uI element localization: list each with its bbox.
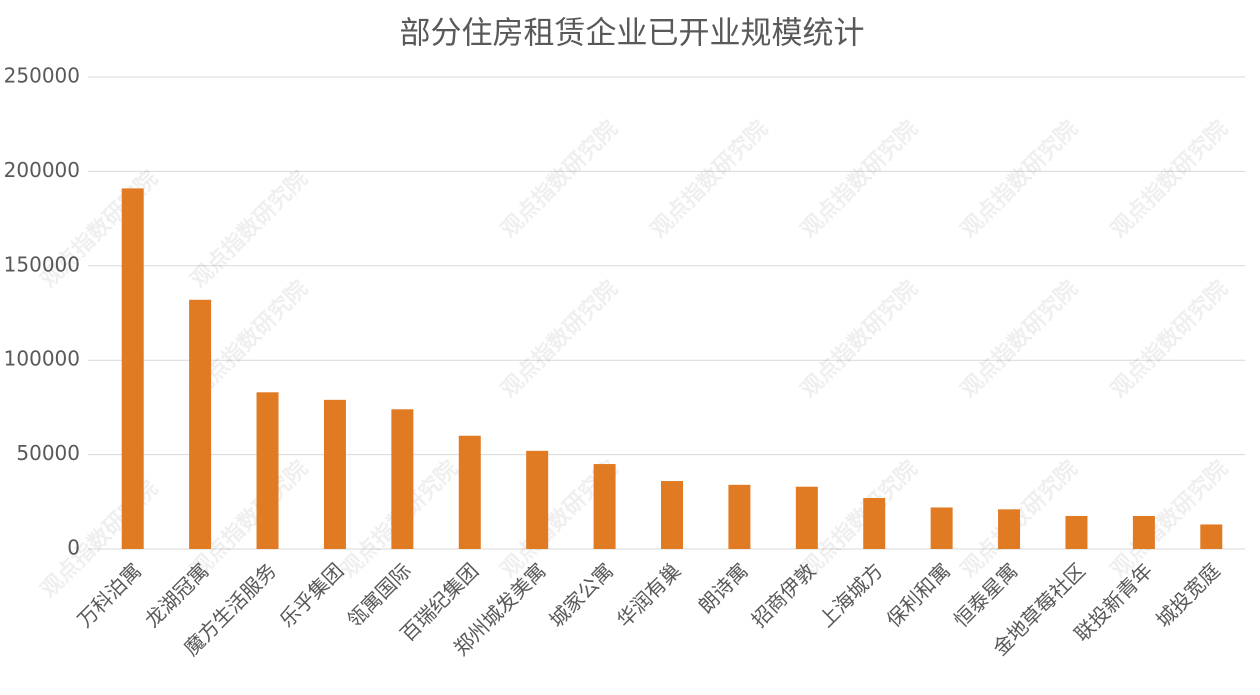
y-tick-label: 0 <box>67 536 80 560</box>
bar <box>728 484 751 549</box>
bar <box>391 409 414 549</box>
y-tick-label: 100000 <box>4 347 80 371</box>
x-tick-label: 乐乎集团 <box>275 558 349 632</box>
x-tick-label: 保利和寓 <box>882 558 956 632</box>
bar <box>661 481 683 549</box>
bar <box>323 399 346 549</box>
x-tick-label: 招商伊敦 <box>747 558 821 632</box>
bar <box>458 435 481 549</box>
watermark: 观点指数研究院 <box>796 116 923 243</box>
bar <box>795 486 818 549</box>
chart-title: 部分住房租赁企业已开业规模统计 <box>400 16 865 52</box>
y-tick-label: 150000 <box>4 252 80 276</box>
watermark: 观点指数研究院 <box>646 116 773 243</box>
watermark: 观点指数研究院 <box>956 276 1083 403</box>
x-tick-label: 城家公寓 <box>544 558 618 632</box>
y-tick-label: 200000 <box>4 158 80 182</box>
watermark: 观点指数研究院 <box>1106 456 1233 583</box>
x-tick-label: 朗诗寓 <box>693 558 752 617</box>
x-tick-label: 城投宽庭 <box>1151 558 1225 632</box>
bar <box>526 450 549 549</box>
bar <box>189 299 212 549</box>
watermark: 观点指数研究院 <box>496 116 623 243</box>
watermark: 观点指数研究院 <box>796 276 923 403</box>
watermark: 观点指数研究院 <box>36 166 163 293</box>
bar <box>863 498 886 549</box>
watermark: 观点指数研究院 <box>186 166 313 293</box>
watermark: 观点指数研究院 <box>496 276 623 403</box>
watermark: 观点指数研究院 <box>36 476 163 603</box>
bar <box>1200 524 1223 549</box>
watermark: 观点指数研究院 <box>1106 116 1233 243</box>
bar <box>998 509 1021 549</box>
bar <box>1132 515 1155 549</box>
bar <box>1065 515 1088 549</box>
bar <box>121 188 144 549</box>
watermark: 观点指数研究院 <box>1106 276 1233 403</box>
bar <box>593 464 616 549</box>
y-tick-label: 250000 <box>4 64 80 88</box>
bar <box>256 392 279 549</box>
watermark: 观点指数研究院 <box>956 116 1083 243</box>
bar <box>930 507 953 549</box>
x-tick-label: 华润有巢 <box>612 558 686 632</box>
y-tick-label: 50000 <box>16 441 80 465</box>
